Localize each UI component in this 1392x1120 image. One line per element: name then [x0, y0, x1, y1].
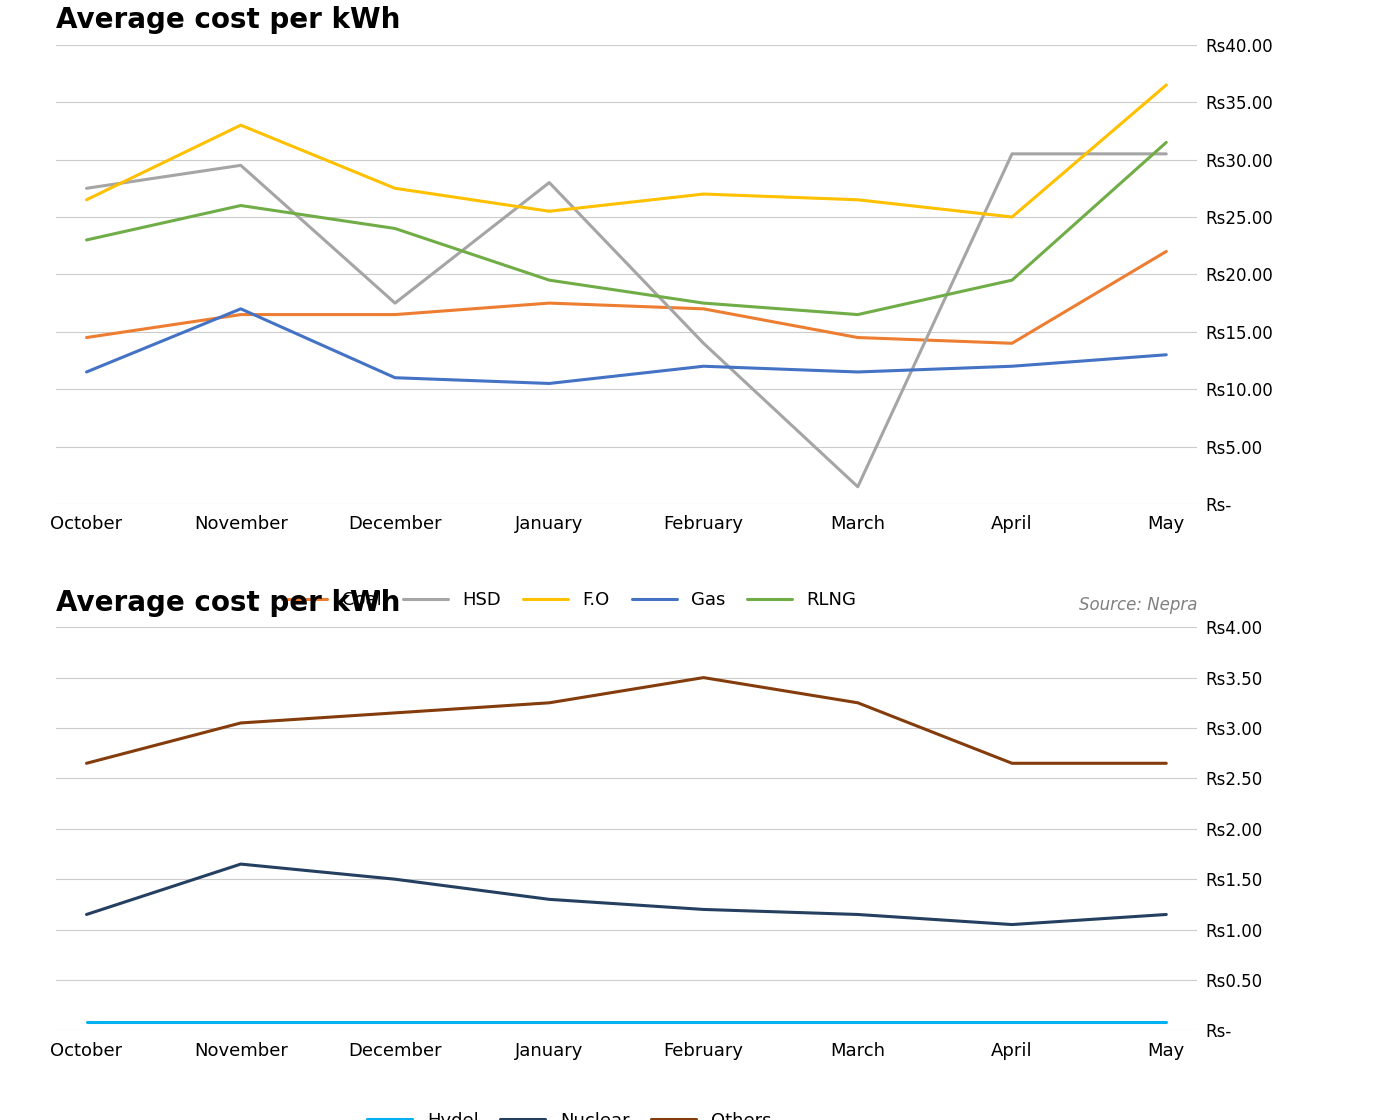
Nuclear [1158, 907, 1175, 921]
Legend: Hydel, Nuclear, Others: Hydel, Nuclear, Others [367, 1112, 771, 1120]
HSD [541, 176, 558, 189]
HSD [1004, 147, 1020, 160]
Nuclear [849, 907, 866, 921]
Gas [387, 371, 404, 384]
HSD [78, 181, 95, 195]
Line: Nuclear: Nuclear [86, 865, 1166, 925]
Nuclear [78, 907, 95, 921]
Hydel [695, 1016, 711, 1029]
RLNG [695, 297, 711, 310]
F.O [232, 119, 249, 132]
RLNG [387, 222, 404, 235]
Gas [232, 302, 249, 316]
Coal [541, 297, 558, 310]
Others [78, 757, 95, 771]
Hydel [78, 1016, 95, 1029]
RLNG [1004, 273, 1020, 287]
Others [1158, 757, 1175, 771]
RLNG [1158, 136, 1175, 149]
Line: RLNG: RLNG [86, 142, 1166, 315]
Hydel [849, 1016, 866, 1029]
RLNG [232, 199, 249, 213]
F.O [695, 187, 711, 200]
F.O [849, 193, 866, 206]
Hydel [387, 1016, 404, 1029]
F.O [387, 181, 404, 195]
Others [849, 696, 866, 710]
Others [387, 707, 404, 720]
Gas [1158, 348, 1175, 362]
Nuclear [232, 858, 249, 871]
F.O [541, 205, 558, 218]
Coal [1158, 244, 1175, 258]
Text: Average cost per kWh: Average cost per kWh [56, 588, 400, 616]
Gas [849, 365, 866, 379]
Legend: Coal, HSD, F.O, Gas, RLNG: Coal, HSD, F.O, Gas, RLNG [283, 591, 856, 609]
HSD [849, 480, 866, 494]
F.O [78, 193, 95, 206]
Gas [1004, 360, 1020, 373]
Hydel [1004, 1016, 1020, 1029]
HSD [1158, 147, 1175, 160]
Hydel [541, 1016, 558, 1029]
Coal [695, 302, 711, 316]
Line: Others: Others [86, 678, 1166, 764]
Hydel [1158, 1016, 1175, 1029]
Line: Coal: Coal [86, 251, 1166, 343]
Nuclear [541, 893, 558, 906]
Nuclear [387, 872, 404, 886]
Others [232, 717, 249, 730]
Line: F.O: F.O [86, 85, 1166, 217]
F.O [1004, 211, 1020, 224]
Nuclear [695, 903, 711, 916]
Others [541, 696, 558, 710]
Nuclear [1004, 918, 1020, 932]
RLNG [541, 273, 558, 287]
Gas [541, 376, 558, 390]
Line: HSD: HSD [86, 153, 1166, 487]
HSD [695, 336, 711, 349]
Coal [1004, 336, 1020, 349]
Gas [695, 360, 711, 373]
Others [1004, 757, 1020, 771]
Gas [78, 365, 95, 379]
Coal [849, 330, 866, 344]
RLNG [78, 233, 95, 246]
Others [695, 671, 711, 684]
Line: Gas: Gas [86, 309, 1166, 383]
HSD [387, 297, 404, 310]
Text: Source: Nepra: Source: Nepra [1079, 596, 1197, 614]
Text: Average cost per kWh: Average cost per kWh [56, 6, 400, 34]
Hydel [232, 1016, 249, 1029]
HSD [232, 159, 249, 172]
F.O [1158, 78, 1175, 92]
Coal [78, 330, 95, 344]
Coal [232, 308, 249, 321]
Coal [387, 308, 404, 321]
RLNG [849, 308, 866, 321]
